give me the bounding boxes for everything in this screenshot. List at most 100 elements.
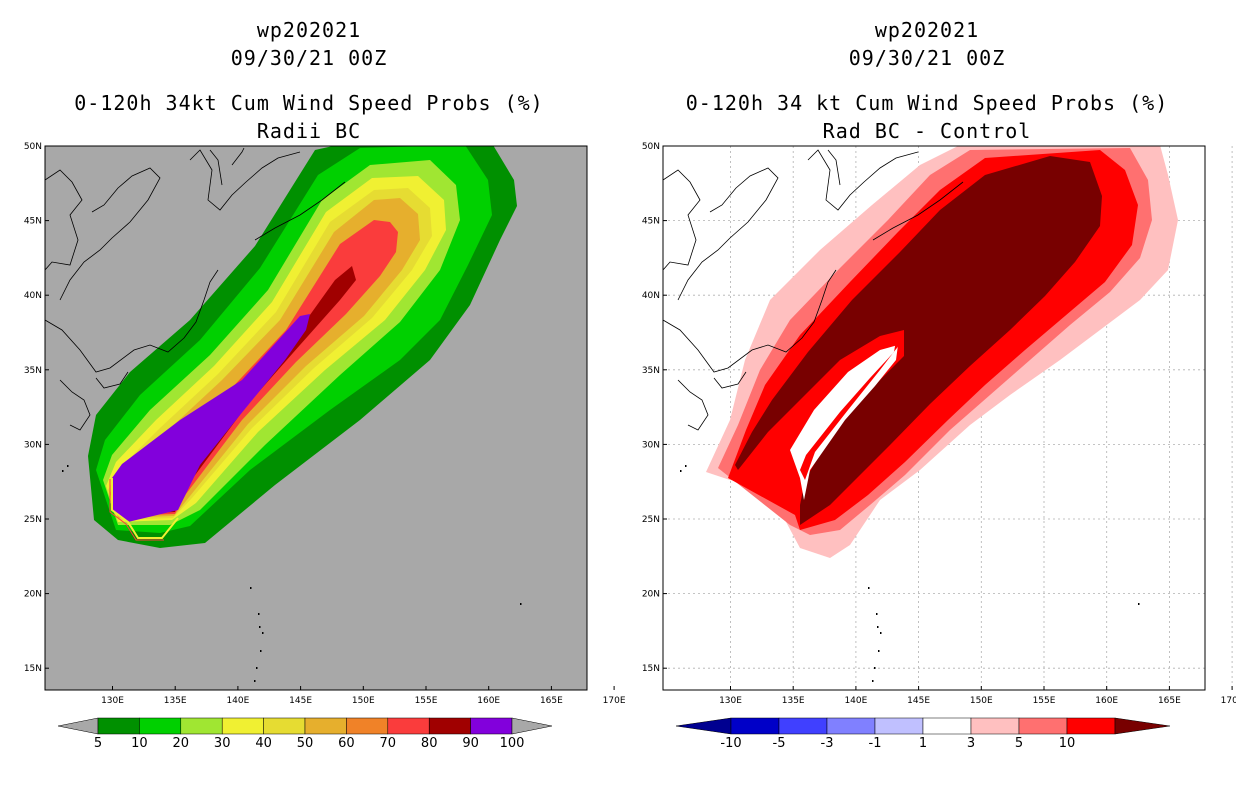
lon-tick-label: 130E (101, 696, 124, 706)
colorbar-label: -1 (869, 736, 882, 751)
left-title-storm: wp202021 (256, 18, 362, 42)
right-title-date: 09/30/21 00Z (848, 46, 1006, 70)
colorbar-label: 5 (94, 736, 102, 751)
colorbar-label: 20 (173, 736, 190, 751)
colorbar-label: 10 (1059, 736, 1076, 751)
colorbar-swatch (428, 717, 471, 735)
colorbar-swatch (730, 717, 780, 735)
lon-tick-label: 150E (970, 696, 993, 706)
lat-tick-label: 20N (24, 590, 42, 600)
lat-tick-label: 35N (642, 366, 660, 376)
lat-tick-label: 20N (642, 590, 660, 600)
colorbar-swatch (778, 717, 828, 735)
colorbar-swatch (1066, 717, 1116, 735)
right-colorbar: -10 -5 -3 -1 1 3 5 10 (675, 717, 1171, 751)
lon-tick-label: 155E (1033, 696, 1056, 706)
lon-tick-label: 160E (1095, 696, 1118, 706)
lon-tick-label: 145E (907, 696, 930, 706)
right-coastlines (663, 149, 964, 431)
lat-tick-label: 50N (642, 142, 660, 152)
lat-tick-label: 40N (642, 291, 660, 301)
colorbar-label: 60 (338, 736, 355, 751)
diff-notch-ring (800, 340, 900, 480)
lon-tick-label: 165E (1158, 696, 1181, 706)
lon-tick-label: 135E (782, 696, 805, 706)
left-title-date: 09/30/21 00Z (230, 46, 388, 70)
lon-tick-label: 170E (603, 696, 626, 706)
lon-tick-label: 170E (1221, 696, 1236, 706)
lat-tick-label: 15N (642, 664, 660, 674)
colorbar-label: 80 (421, 736, 438, 751)
prob-band-100-edge (111, 478, 179, 539)
lat-tick-label: 30N (642, 440, 660, 450)
colorbar-swatch (180, 717, 223, 735)
colorbar-label: 50 (297, 736, 314, 751)
left-map-frame (44, 145, 588, 691)
colorbar-label: -10 (720, 736, 741, 751)
colorbar-label: 40 (255, 736, 272, 751)
lat-tick-label: 15N (24, 664, 42, 674)
colorbar-swatch (387, 717, 430, 735)
colorbar-swatch (304, 717, 347, 735)
diff-notch (790, 345, 898, 500)
diff-band-10 (735, 156, 1102, 525)
right-difference-map: 130E 135E 140E 145E 150E 155E 160E 165E 170E 50N 4… (642, 142, 1236, 706)
colorbar-over-triangle (511, 717, 553, 735)
colorbar-over-triangle (1114, 717, 1171, 735)
right-title-product: 0-120h 34 kt Cum Wind Speed Probs (%) (685, 91, 1169, 115)
colorbar-swatch (346, 717, 389, 735)
lon-tick-label: 130E (719, 696, 742, 706)
colorbar-label: 100 (500, 736, 525, 751)
right-map-frame (662, 145, 1206, 691)
colorbar-swatch (1018, 717, 1068, 735)
colorbar-label: 30 (214, 736, 231, 751)
lat-tick-label: 30N (24, 440, 42, 450)
lat-tick-label: 35N (24, 366, 42, 376)
colorbar-label: -3 (821, 736, 834, 751)
colorbar-label: 3 (967, 736, 975, 751)
colorbar-label: 1 (919, 736, 927, 751)
colorbar-swatch (470, 717, 513, 735)
right-axis-ticks: 130E 135E 140E 145E 150E 155E 160E 165E 170E 50N 4… (642, 142, 1236, 706)
colorbar-swatch (97, 717, 140, 735)
lat-tick-label: 45N (642, 217, 660, 227)
right-difference-shading (663, 146, 1178, 682)
colorbar-swatch (970, 717, 1020, 735)
colorbar-label: 70 (380, 736, 397, 751)
lat-tick-label: 25N (642, 515, 660, 525)
left-title-product: 0-120h 34kt Cum Wind Speed Probs (%) (74, 91, 544, 115)
colorbar-under-triangle (57, 717, 99, 735)
prob-band-90 (112, 314, 310, 522)
prob-band-100-edge2 (109, 479, 164, 541)
left-colorbar: 5 10 20 30 40 50 60 70 80 90 100 (57, 717, 553, 751)
lon-tick-label: 140E (226, 696, 249, 706)
colorbar-swatch (874, 717, 924, 735)
right-islands (680, 465, 1140, 682)
lat-tick-label: 25N (24, 515, 42, 525)
right-title-storm: wp202021 (874, 18, 980, 42)
lat-tick-label: 40N (24, 291, 42, 301)
lon-tick-label: 145E (289, 696, 312, 706)
left-islands (62, 465, 522, 682)
right-title-sub: Rad BC - Control (822, 119, 1032, 143)
colorbar-label: -5 (773, 736, 786, 751)
lon-tick-label: 140E (844, 696, 867, 706)
left-coastlines (45, 147, 346, 431)
left-probability-map: 130E 135E 140E 145E 150E 155E 160E 165E 170E 50N 4… (24, 142, 626, 706)
left-probability-shading (45, 146, 522, 682)
colorbar-label: 10 (131, 736, 148, 751)
colorbar-under-triangle (675, 717, 732, 735)
left-axis-ticks: 130E 135E 140E 145E 150E 155E 160E 165E 170E 50N 4… (24, 142, 626, 706)
lon-tick-label: 135E (164, 696, 187, 706)
colorbar-label: 90 (462, 736, 479, 751)
lon-tick-label: 160E (477, 696, 500, 706)
left-title-sub: Radii BC (256, 119, 362, 143)
colorbar-swatch (922, 717, 972, 735)
lat-tick-label: 50N (24, 142, 42, 152)
colorbar-label: 5 (1015, 736, 1023, 751)
lat-tick-label: 45N (24, 217, 42, 227)
lon-tick-label: 155E (415, 696, 438, 706)
colorbar-swatch (826, 717, 876, 735)
colorbar-swatch (263, 717, 306, 735)
